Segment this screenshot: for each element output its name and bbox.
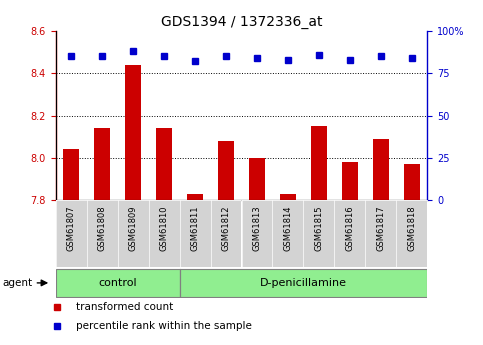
Text: GSM61811: GSM61811 — [190, 206, 199, 251]
Bar — [311, 126, 327, 200]
Bar — [156, 128, 172, 200]
Text: D-penicillamine: D-penicillamine — [260, 278, 347, 288]
Text: agent: agent — [3, 278, 33, 288]
Text: GSM61816: GSM61816 — [345, 206, 355, 251]
Text: transformed count: transformed count — [76, 302, 174, 312]
Text: GSM61818: GSM61818 — [408, 206, 416, 251]
Text: GSM61810: GSM61810 — [159, 206, 169, 251]
Bar — [63, 149, 79, 200]
Text: GSM61807: GSM61807 — [67, 206, 75, 251]
Bar — [373, 139, 389, 200]
Text: control: control — [98, 278, 137, 288]
Bar — [404, 164, 420, 200]
Text: GSM61817: GSM61817 — [376, 206, 385, 251]
Text: GSM61808: GSM61808 — [98, 206, 107, 251]
Text: percentile rank within the sample: percentile rank within the sample — [76, 321, 252, 331]
Text: GSM61812: GSM61812 — [222, 206, 230, 251]
Title: GDS1394 / 1372336_at: GDS1394 / 1372336_at — [161, 14, 322, 29]
Bar — [280, 194, 296, 200]
Bar — [187, 194, 203, 200]
Text: GSM61814: GSM61814 — [284, 206, 293, 251]
Text: GSM61813: GSM61813 — [253, 206, 261, 251]
Text: GSM61815: GSM61815 — [314, 206, 324, 251]
FancyBboxPatch shape — [56, 269, 180, 297]
Bar — [342, 162, 358, 200]
Bar — [125, 65, 141, 200]
Bar — [249, 158, 265, 200]
Bar — [94, 128, 110, 200]
Bar — [218, 141, 234, 200]
FancyBboxPatch shape — [180, 269, 427, 297]
Text: GSM61809: GSM61809 — [128, 206, 138, 251]
